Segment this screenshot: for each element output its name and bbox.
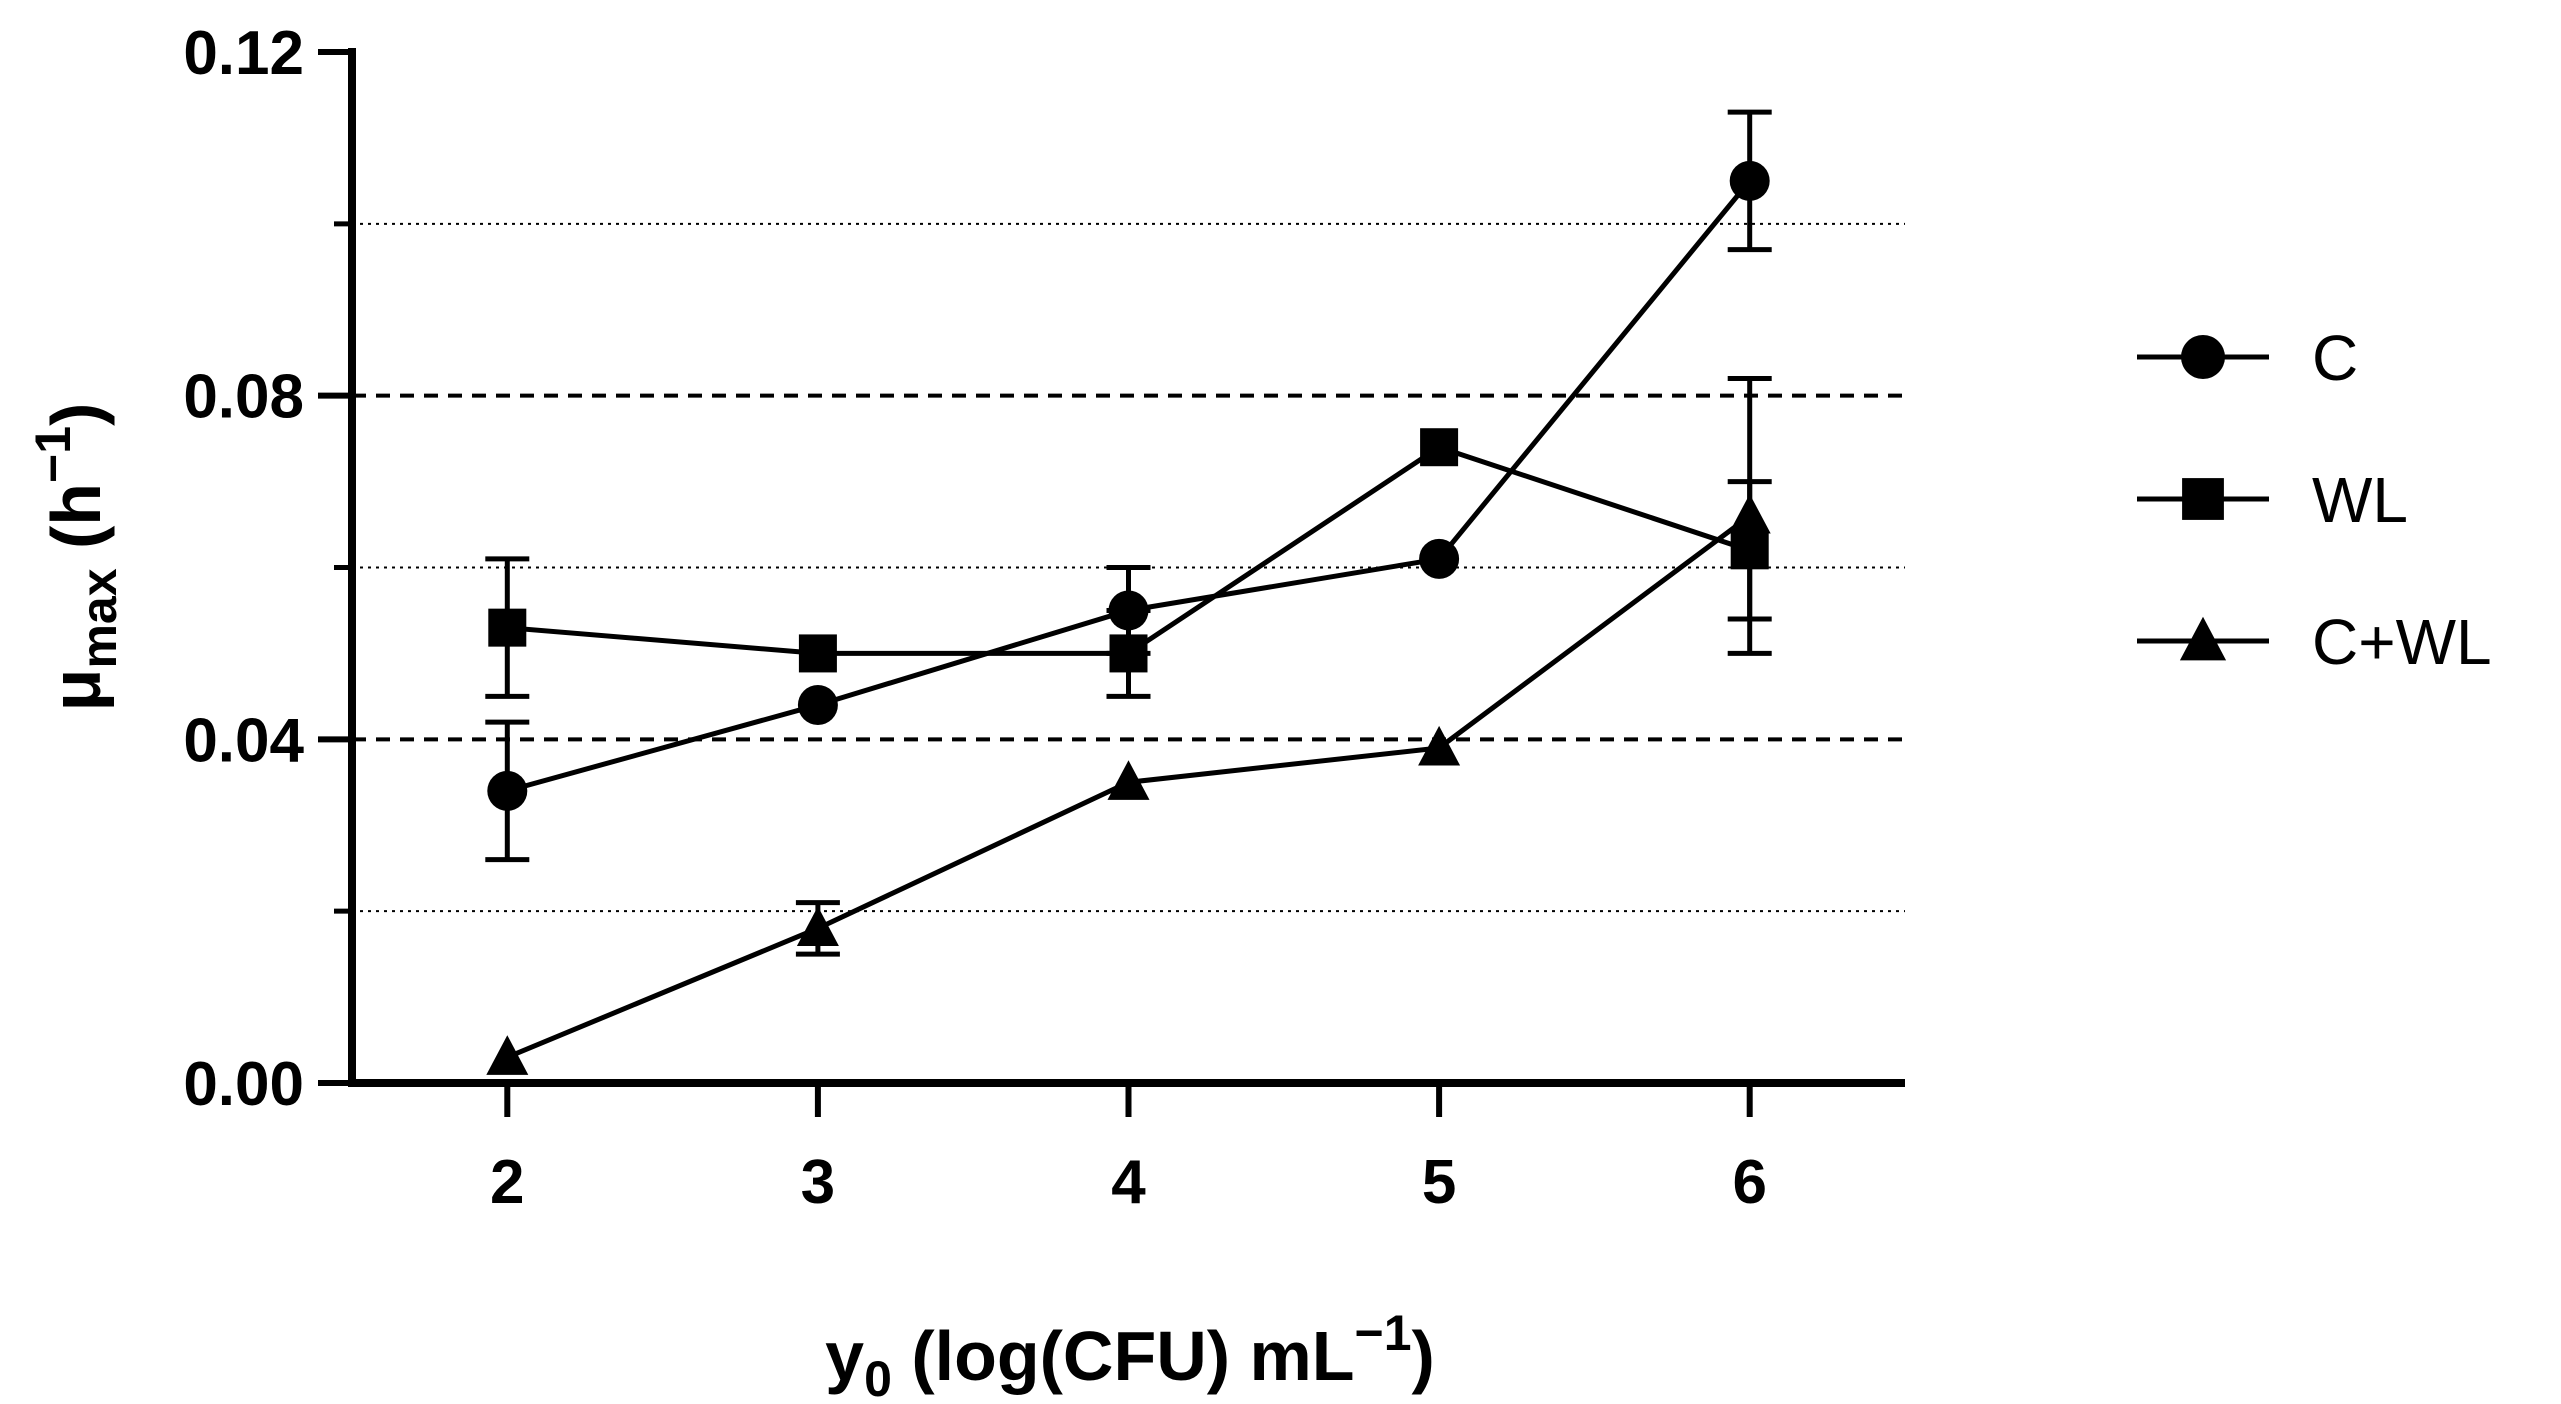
data-point	[1420, 428, 1459, 467]
x-tick-label: 5	[1422, 1148, 1456, 1217]
data-point	[796, 906, 839, 946]
legend-item-c-wl: C+WL	[2137, 606, 2492, 678]
legend-label: WL	[2312, 464, 2408, 536]
legend-label: C+WL	[2312, 606, 2492, 678]
y-tick-label: 0.04	[183, 706, 304, 775]
legend-marker-square	[2182, 478, 2224, 520]
y-tick-label: 0.00	[183, 1050, 304, 1119]
y-tick-label: 0.08	[183, 363, 304, 432]
data-point	[1728, 493, 1771, 534]
y-axis-title: μmax (h−1)	[25, 403, 127, 712]
data-point	[1109, 634, 1148, 673]
data-point	[1419, 538, 1460, 579]
x-tick-label: 3	[801, 1148, 835, 1217]
x-tick-label: 6	[1732, 1148, 1766, 1217]
series-c-wl	[486, 375, 1772, 1075]
ticks: 0.00 0.04 0.08 0.12 2 3 4 5 6	[183, 19, 1767, 1217]
legend-marker-circle	[2181, 335, 2225, 379]
data-point	[488, 608, 527, 647]
series-wl	[485, 428, 1772, 699]
data-point	[798, 634, 837, 673]
y-tick-label: 0.12	[183, 19, 304, 88]
data-point	[1418, 725, 1461, 766]
legend-item-c: C	[2137, 322, 2358, 394]
x-axis-title: y0 (log(CFU) mL−1)	[825, 1305, 1435, 1404]
legend: C WL C+WL	[2137, 322, 2492, 678]
x-tick-label: 4	[1111, 1148, 1146, 1217]
data-point	[486, 1035, 529, 1075]
data-point	[797, 684, 838, 725]
legend-item-wl: WL	[2137, 464, 2408, 536]
data-point	[1107, 760, 1150, 800]
data-series	[485, 109, 1772, 1075]
legend-marker-triangle	[2179, 616, 2227, 661]
x-tick-label: 2	[490, 1148, 524, 1217]
legend-label: C	[2312, 322, 2358, 394]
data-point	[1729, 160, 1770, 201]
data-point	[487, 770, 528, 811]
